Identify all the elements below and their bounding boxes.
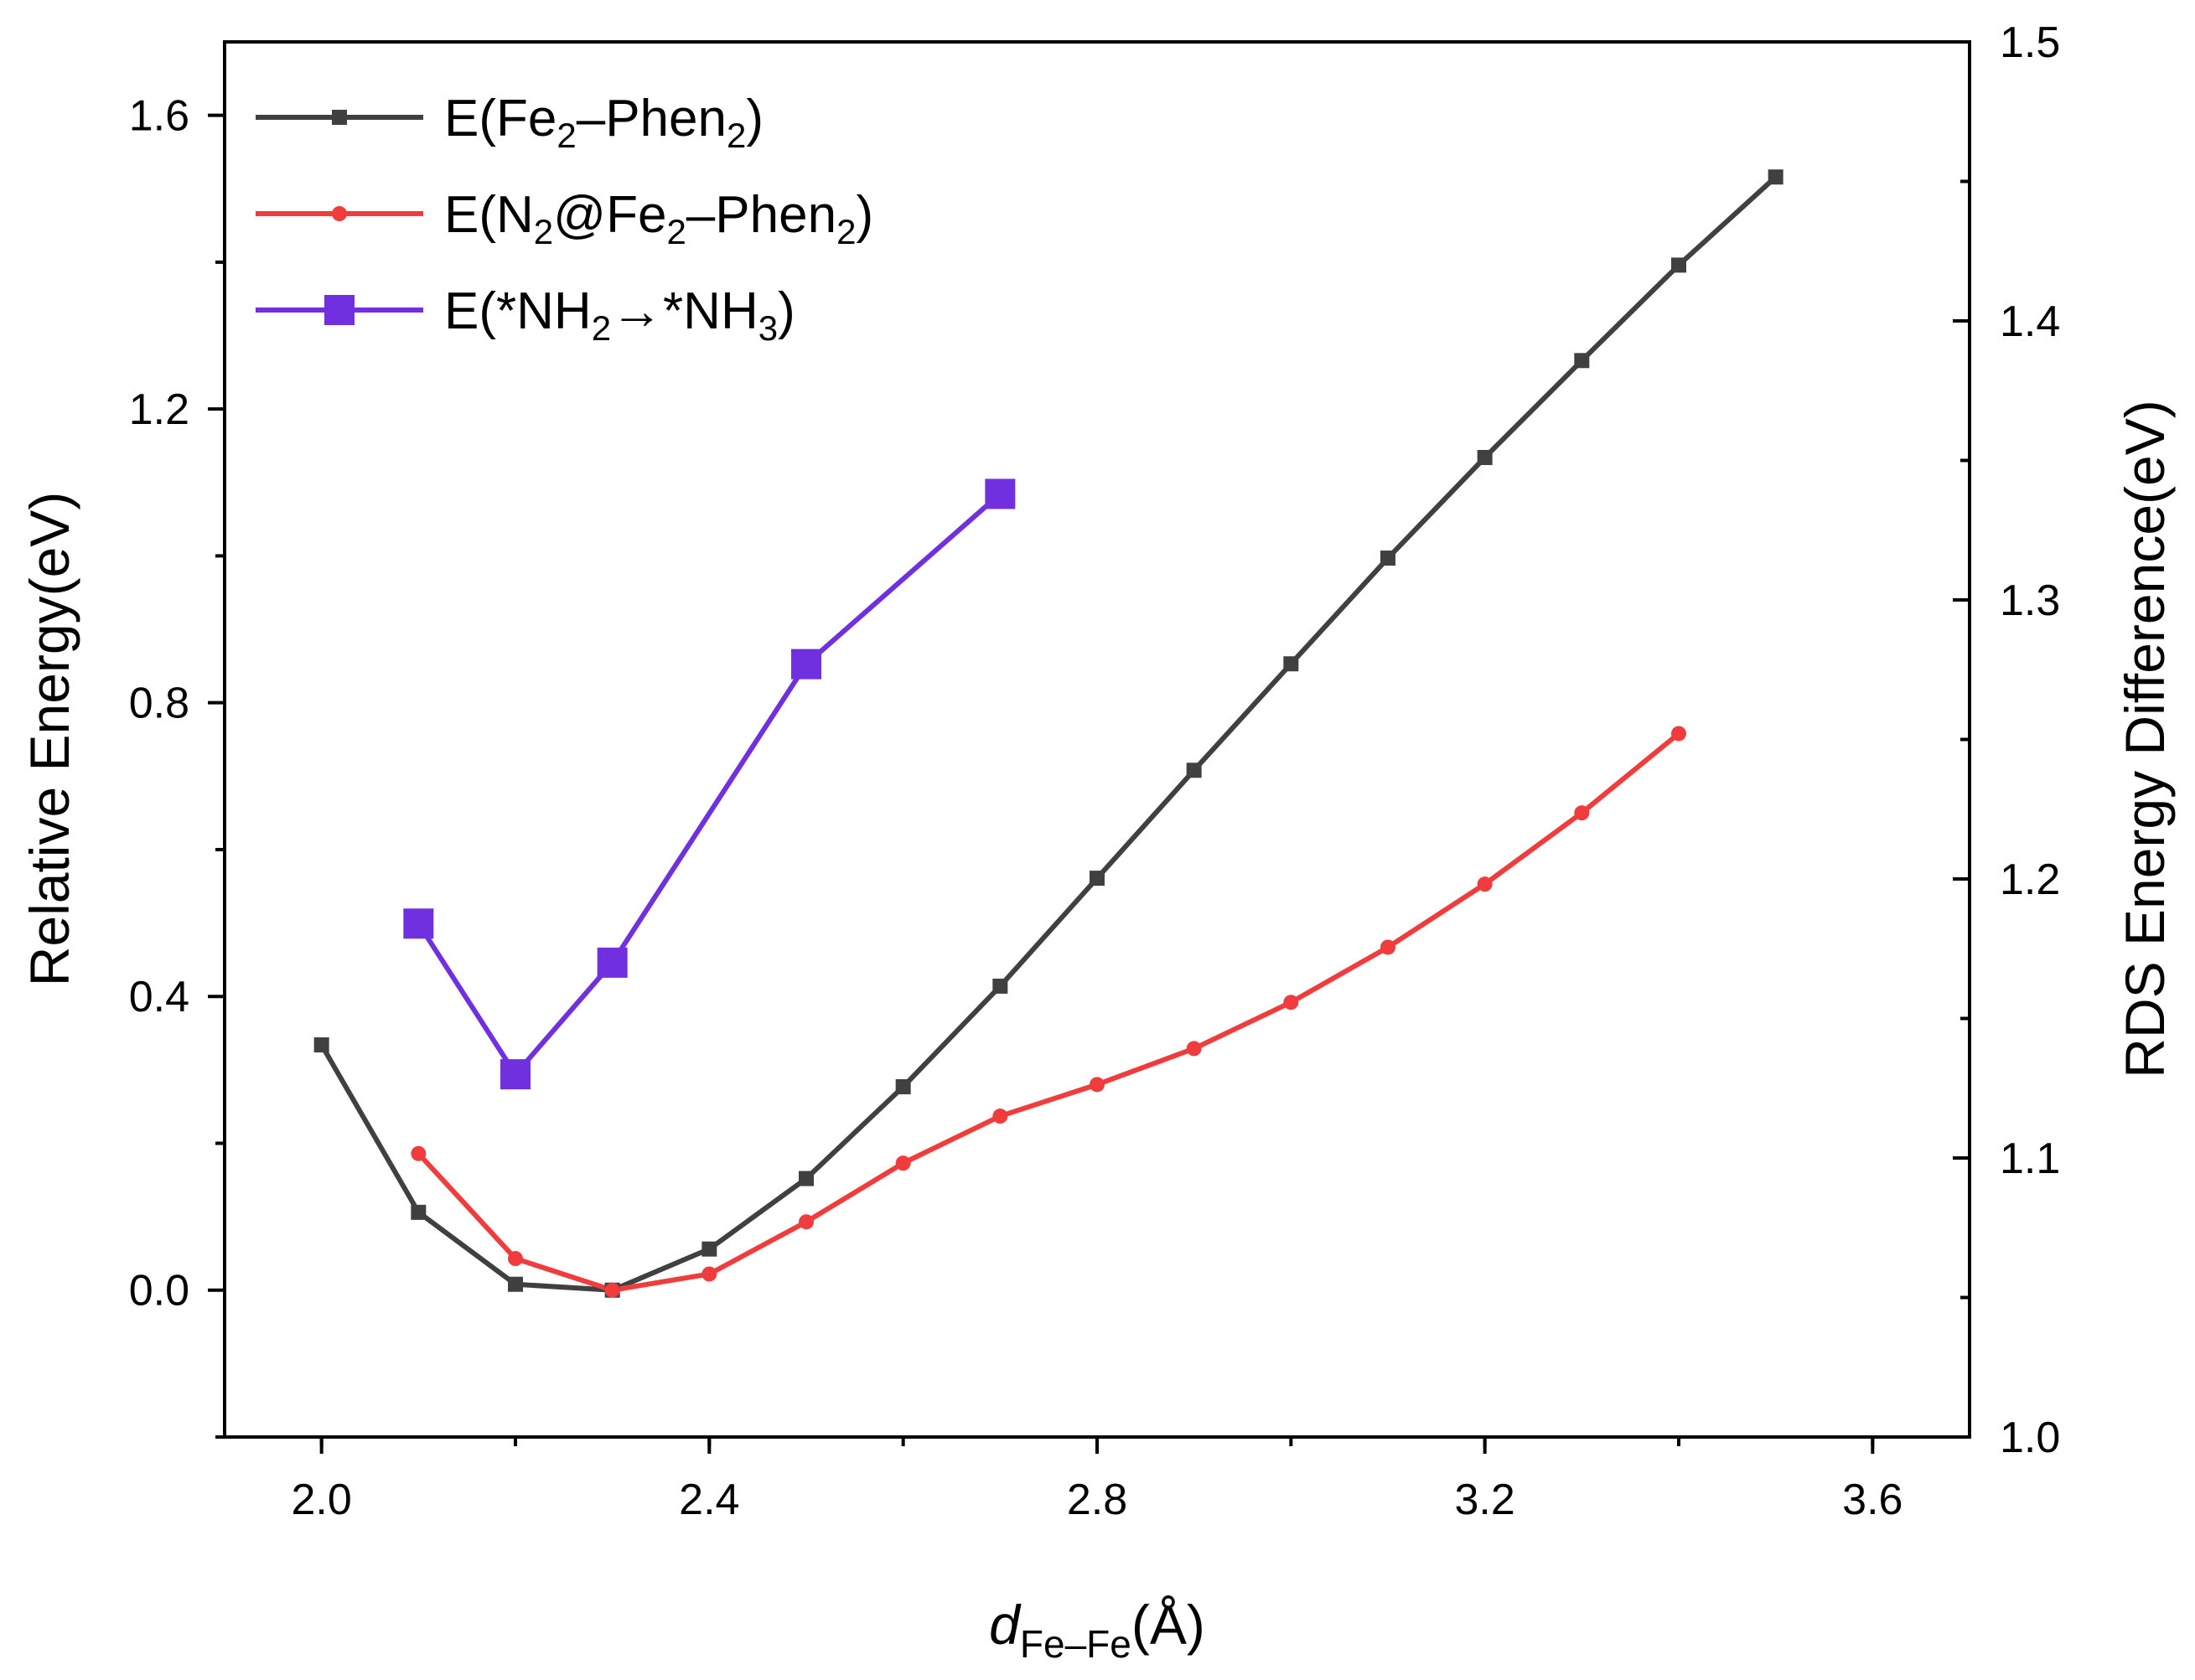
series-1-point [1574, 805, 1590, 821]
legend-swatch-marker [332, 110, 347, 125]
series-1-point [1671, 726, 1686, 742]
series-0-point [1477, 449, 1493, 465]
x-tick-label: 2.4 [679, 1476, 739, 1524]
series-0-point [1090, 871, 1105, 887]
series-0-point [701, 1241, 717, 1257]
y-axis-right-label: RDS Energy Difference(eV) [2114, 400, 2176, 1078]
legend-swatch-marker [332, 206, 347, 221]
series-1-point [701, 1266, 717, 1282]
series-0-point [1380, 551, 1395, 566]
legend-label: E(*NH2→*NH3) [444, 282, 795, 348]
series-0-point [992, 978, 1008, 994]
x-tick-label: 2.0 [292, 1476, 352, 1524]
series-1-point [1283, 995, 1299, 1011]
series-2-point [403, 908, 434, 939]
series-0-point [895, 1078, 911, 1094]
y-left-tick-label: 0.4 [129, 973, 189, 1021]
y-left-tick-label: 1.2 [129, 385, 189, 434]
series-2-line [416, 492, 1002, 1078]
y-right-tick-label: 1.3 [2000, 576, 2060, 625]
y-left-tick-label: 0.8 [129, 680, 189, 728]
x-tick-label: 2.8 [1067, 1476, 1127, 1524]
legend-swatch-marker [324, 295, 355, 325]
series-0-line [319, 175, 1778, 1293]
series-0-point [313, 1037, 329, 1053]
series-1-line [417, 731, 1680, 1293]
series-0-point [1671, 257, 1686, 273]
series-1-point [411, 1145, 427, 1161]
series-2-point [500, 1059, 531, 1090]
y-right-tick-label: 1.1 [2000, 1135, 2060, 1183]
series-1-point [508, 1251, 523, 1267]
series-lines [319, 175, 1778, 1293]
legend-label: E(Fe2–Phen2) [444, 90, 764, 155]
y-left-tick-label: 0.0 [129, 1267, 189, 1316]
x-axis-label: dFe–Fe(Å) [989, 1594, 1205, 1666]
series-0-point [1186, 762, 1202, 778]
y-left-tick-label: 1.6 [129, 92, 189, 141]
y-axis-left-label: Relative Energy(eV) [18, 492, 80, 987]
series-1-point [1186, 1041, 1202, 1057]
y-right-tick-label: 1.4 [2000, 297, 2060, 346]
x-tick-label: 3.6 [1842, 1476, 1903, 1524]
series-2-point [597, 947, 628, 978]
series-0-point [508, 1276, 523, 1292]
series-1-point [992, 1109, 1008, 1124]
series-1-point [604, 1282, 620, 1298]
series-0-point [1283, 656, 1299, 672]
series-1-point [895, 1155, 911, 1171]
series-1-point [799, 1214, 814, 1230]
series-2-point [791, 649, 821, 680]
series-1-point [1477, 876, 1493, 892]
series-0-point [799, 1171, 814, 1186]
y-right-tick-label: 1.5 [2000, 18, 2060, 67]
x-tick-label: 3.2 [1455, 1476, 1515, 1524]
axis-ticks: 2.0 2.4 2.8 3.2 3.6 0.0 0.4 0.8 1.2 1.6 1.0 1.1 1.2 1… [129, 18, 2061, 1524]
y-right-tick-label: 1.2 [2000, 856, 2060, 904]
series-1-point [1090, 1077, 1105, 1093]
series-2-point [985, 478, 1016, 509]
series-markers [313, 169, 1783, 1298]
y-right-tick-label: 1.0 [2000, 1414, 2060, 1462]
series-0-point [1768, 169, 1783, 185]
series-1-point [1380, 939, 1395, 955]
series-0-point [411, 1204, 427, 1220]
legend-label: E(N2@Fe2–Phen2) [444, 186, 873, 251]
series-0-point [1574, 353, 1590, 369]
legend: E(Fe2–Phen2) E(N2@Fe2–Phen2) E(*NH2→*NH3) [256, 90, 873, 348]
